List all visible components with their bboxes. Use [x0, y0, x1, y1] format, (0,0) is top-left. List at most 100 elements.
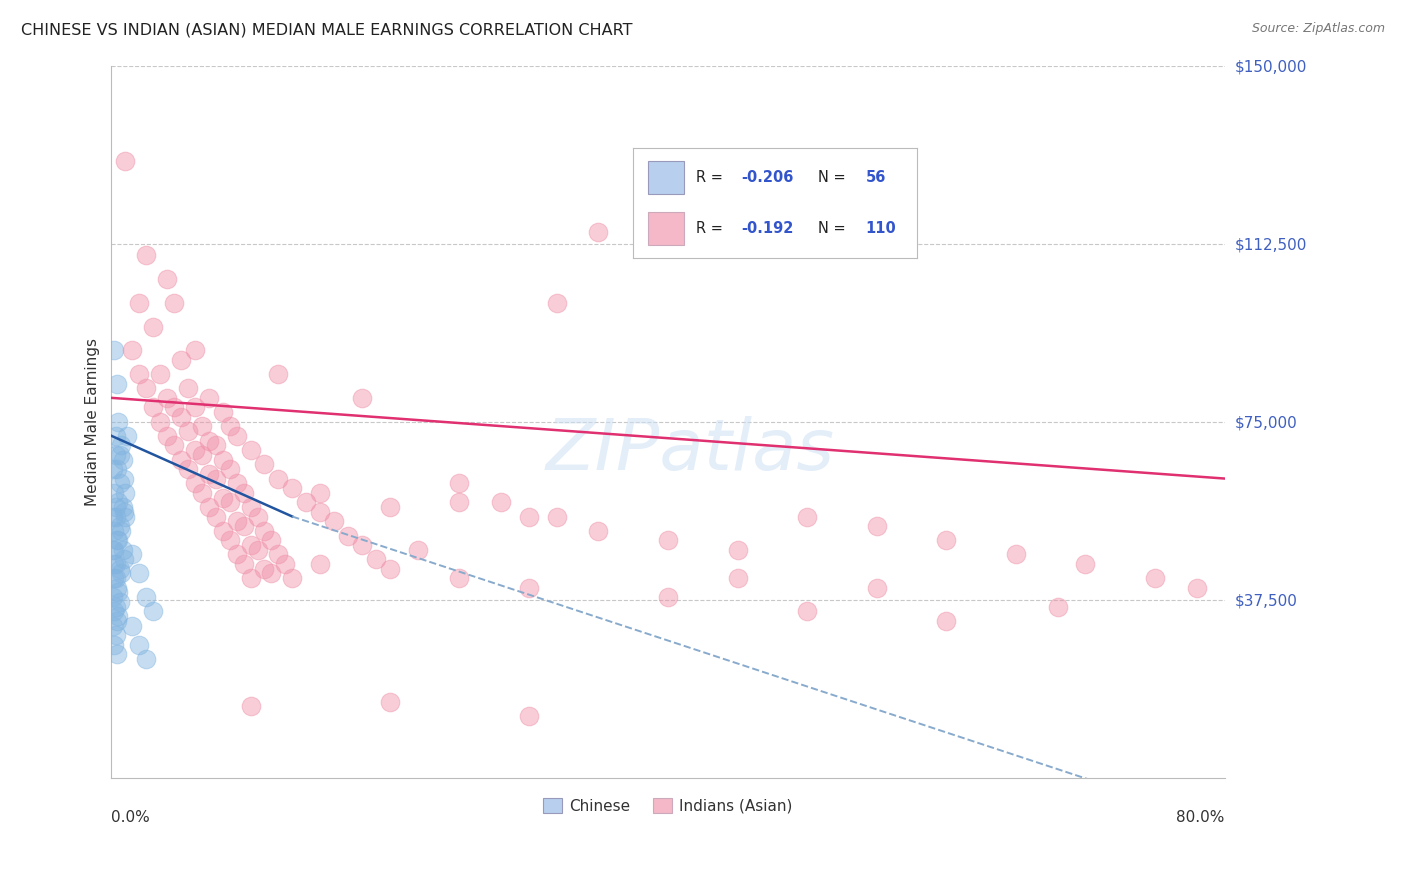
Point: [309, 485, 332, 500]
Point: [110, 438, 132, 452]
Point: [204, 471, 226, 485]
Point: [103, 638, 125, 652]
Text: R =: R =: [696, 170, 727, 186]
Point: [253, 562, 276, 576]
Point: [1143, 571, 1166, 585]
Point: [184, 401, 207, 415]
Point: [546, 509, 568, 524]
Point: [104, 557, 127, 571]
Point: [107, 585, 129, 599]
Text: Source: ZipAtlas.com: Source: ZipAtlas.com: [1251, 22, 1385, 36]
Point: [1074, 557, 1097, 571]
Point: [111, 452, 134, 467]
Point: [135, 381, 157, 395]
Point: [796, 604, 818, 618]
Point: [588, 524, 610, 538]
Point: [449, 571, 471, 585]
Point: [114, 153, 136, 168]
Text: -0.192: -0.192: [741, 221, 793, 236]
Point: [727, 571, 749, 585]
Point: [115, 429, 138, 443]
Point: [489, 495, 512, 509]
Point: [108, 519, 131, 533]
Text: N =: N =: [817, 221, 849, 236]
Point: [350, 538, 373, 552]
Point: [336, 528, 359, 542]
Point: [449, 476, 471, 491]
Legend: Chinese, Indians (Asian): Chinese, Indians (Asian): [537, 791, 799, 820]
Y-axis label: Median Male Earnings: Median Male Earnings: [86, 337, 100, 506]
Point: [218, 533, 240, 548]
Point: [184, 343, 207, 358]
Point: [546, 296, 568, 310]
Point: [121, 343, 143, 358]
Point: [246, 509, 269, 524]
Point: [105, 647, 128, 661]
Text: 80.0%: 80.0%: [1177, 810, 1225, 824]
Point: [105, 533, 128, 548]
Text: 0.0%: 0.0%: [111, 810, 150, 824]
Point: [225, 514, 247, 528]
Point: [267, 548, 290, 562]
Point: [253, 458, 276, 472]
Point: [142, 401, 165, 415]
Point: [142, 319, 165, 334]
Point: [103, 571, 125, 585]
Point: [104, 509, 127, 524]
Point: [105, 614, 128, 628]
Point: [796, 509, 818, 524]
Bar: [648, 161, 685, 194]
Point: [135, 591, 157, 605]
Point: [1185, 581, 1208, 595]
Point: [101, 591, 124, 605]
Point: [128, 367, 150, 381]
Text: N =: N =: [817, 170, 849, 186]
Point: [191, 419, 214, 434]
Point: [866, 581, 889, 595]
Point: [170, 352, 193, 367]
Point: [104, 500, 127, 514]
Point: [107, 495, 129, 509]
Point: [105, 376, 128, 391]
Text: CHINESE VS INDIAN (ASIAN) MEDIAN MALE EARNINGS CORRELATION CHART: CHINESE VS INDIAN (ASIAN) MEDIAN MALE EA…: [21, 22, 633, 37]
Point: [239, 699, 262, 714]
Point: [163, 296, 186, 310]
Point: [101, 618, 124, 632]
Point: [112, 552, 135, 566]
Point: [253, 524, 276, 538]
Point: [142, 604, 165, 618]
Point: [218, 462, 240, 476]
Point: [267, 367, 290, 381]
Point: [449, 495, 471, 509]
Point: [112, 505, 135, 519]
Text: ZIPatlas: ZIPatlas: [546, 416, 835, 484]
Point: [170, 452, 193, 467]
Point: [177, 424, 200, 438]
Point: [211, 452, 233, 467]
Point: [103, 557, 125, 571]
Point: [104, 448, 127, 462]
Point: [108, 595, 131, 609]
Point: [177, 381, 200, 395]
Point: [281, 571, 304, 585]
Point: [260, 533, 283, 548]
Point: [121, 548, 143, 562]
Point: [267, 471, 290, 485]
Point: [191, 485, 214, 500]
Point: [350, 391, 373, 405]
Text: 110: 110: [866, 221, 897, 236]
Point: [104, 599, 127, 614]
Text: R =: R =: [696, 221, 733, 236]
Point: [103, 343, 125, 358]
Point: [121, 618, 143, 632]
Point: [170, 409, 193, 424]
Point: [309, 505, 332, 519]
Point: [1046, 599, 1069, 614]
Point: [149, 367, 172, 381]
Point: [105, 581, 128, 595]
Point: [128, 566, 150, 581]
Point: [184, 443, 207, 458]
Point: [309, 557, 332, 571]
Point: [104, 571, 127, 585]
Point: [107, 415, 129, 429]
